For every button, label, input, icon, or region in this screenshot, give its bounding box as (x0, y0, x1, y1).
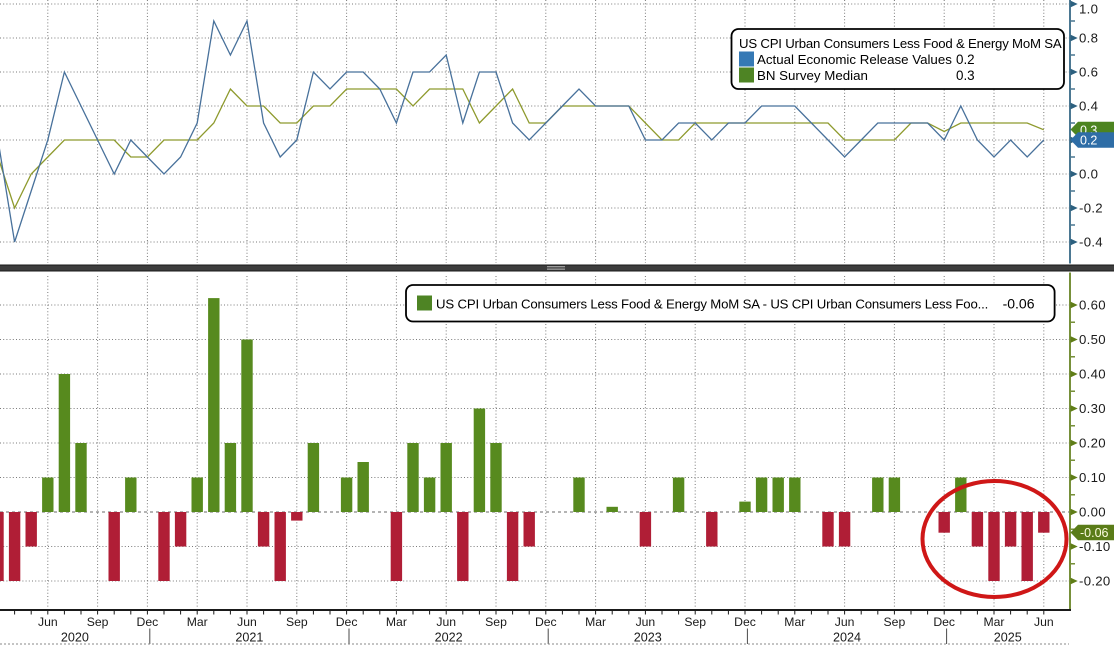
svg-text:0.2: 0.2 (1080, 134, 1097, 148)
svg-text:0.8: 0.8 (1079, 31, 1098, 46)
svg-text:Jun: Jun (1034, 615, 1054, 629)
svg-text:US CPI Urban Consumers Less Fo: US CPI Urban Consumers Less Food & Energ… (739, 36, 1062, 51)
svg-text:Jun: Jun (237, 615, 257, 629)
svg-text:2023: 2023 (634, 631, 662, 645)
svg-text:0.10: 0.10 (1079, 470, 1106, 485)
svg-text:-0.06: -0.06 (1003, 296, 1035, 312)
svg-text:Sep: Sep (87, 615, 109, 629)
svg-text:Dec: Dec (535, 615, 557, 629)
svg-text:US CPI Urban Consumers Less Fo: US CPI Urban Consumers Less Food & Energ… (436, 297, 988, 312)
svg-text:Jun: Jun (636, 615, 656, 629)
svg-text:Mar: Mar (187, 615, 208, 629)
svg-text:2022: 2022 (435, 631, 463, 645)
svg-text:0.6: 0.6 (1079, 65, 1098, 80)
svg-text:Sep: Sep (286, 615, 308, 629)
svg-text:Dec: Dec (336, 615, 358, 629)
svg-text:2025: 2025 (994, 631, 1022, 645)
svg-text:Dec: Dec (137, 615, 159, 629)
svg-text:Mar: Mar (386, 615, 407, 629)
svg-text:Mar: Mar (585, 615, 606, 629)
svg-text:Sep: Sep (485, 615, 507, 629)
svg-text:Dec: Dec (933, 615, 955, 629)
svg-text:-0.4: -0.4 (1079, 235, 1103, 250)
svg-text:0.40: 0.40 (1079, 367, 1106, 382)
svg-text:Mar: Mar (784, 615, 805, 629)
svg-text:-0.10: -0.10 (1079, 539, 1111, 554)
svg-text:0.4: 0.4 (1079, 99, 1098, 114)
svg-text:BN Survey Median: BN Survey Median (757, 68, 868, 83)
svg-text:2020: 2020 (61, 631, 89, 645)
svg-text:2021: 2021 (235, 631, 263, 645)
svg-text:2024: 2024 (833, 631, 861, 645)
svg-text:Actual Economic Release Values: Actual Economic Release Values (757, 52, 952, 67)
svg-text:1.0: 1.0 (1079, 2, 1098, 17)
svg-text:0.0: 0.0 (1079, 167, 1098, 182)
svg-text:Jun: Jun (835, 615, 855, 629)
svg-text:-0.2: -0.2 (1079, 201, 1103, 216)
svg-text:0.2: 0.2 (956, 52, 975, 67)
svg-text:0.50: 0.50 (1079, 332, 1106, 347)
svg-text:0.3: 0.3 (956, 68, 975, 83)
svg-text:Sep: Sep (684, 615, 706, 629)
svg-text:0.00: 0.00 (1079, 505, 1106, 520)
svg-text:Mar: Mar (984, 615, 1005, 629)
svg-text:0.20: 0.20 (1079, 436, 1106, 451)
svg-text:Jun: Jun (38, 615, 58, 629)
svg-text:-0.20: -0.20 (1079, 574, 1111, 589)
svg-text:Dec: Dec (734, 615, 756, 629)
svg-text:0.30: 0.30 (1079, 401, 1106, 416)
svg-text:Sep: Sep (884, 615, 906, 629)
svg-text:-0.06: -0.06 (1080, 526, 1109, 540)
svg-text:0.60: 0.60 (1079, 298, 1106, 313)
svg-text:Jun: Jun (436, 615, 456, 629)
